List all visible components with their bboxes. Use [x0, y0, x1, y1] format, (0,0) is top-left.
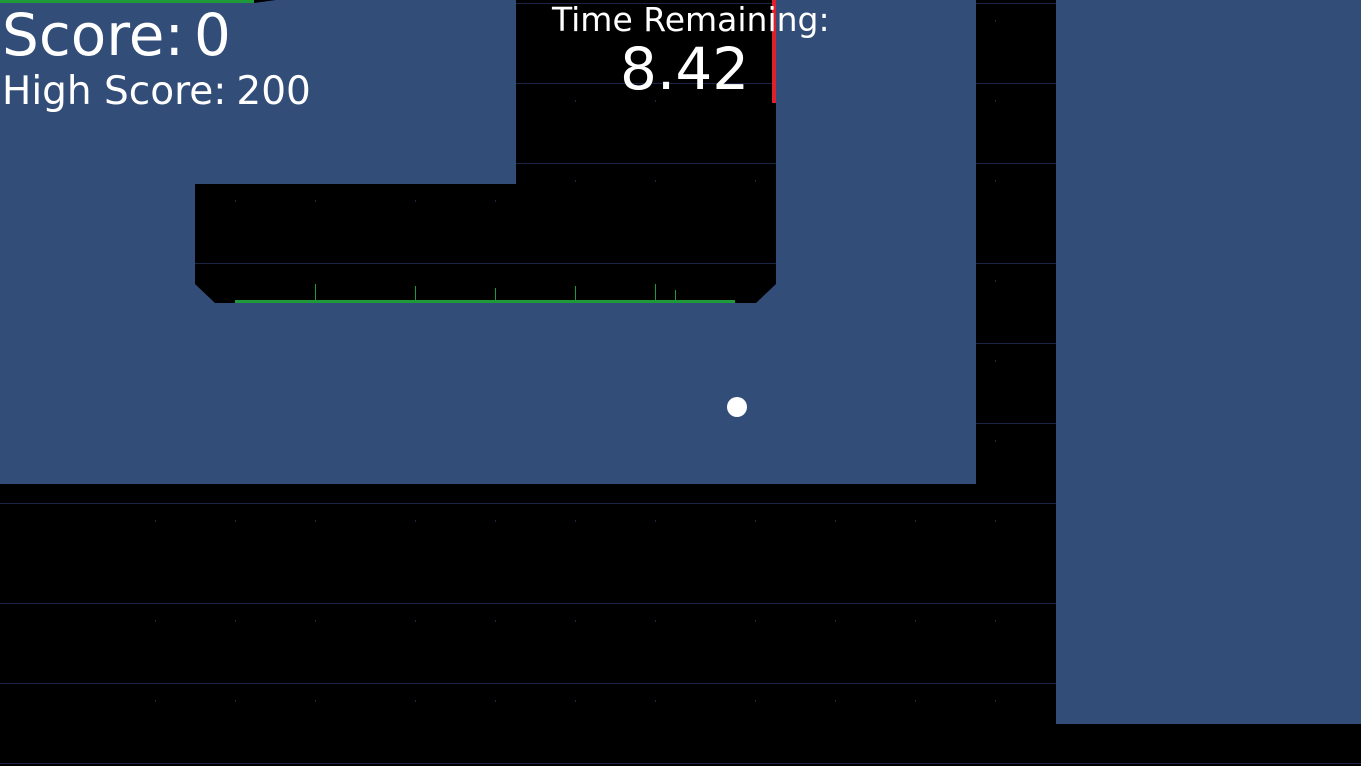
score-value: 0 [194, 1, 231, 69]
time-remaining-value: 8.42 [620, 35, 750, 103]
high-score-value: 200 [236, 69, 311, 114]
score-display: Score: 0 [2, 6, 231, 64]
upper-left-grass [0, 0, 254, 3]
background-grid-dots [155, 20, 996, 702]
high-score-display: High Score: 200 [2, 72, 311, 111]
player-ball [727, 397, 747, 417]
time-marker-bar [772, 0, 776, 103]
grass-strip [235, 284, 735, 303]
time-remaining-label: Time Remaining: [552, 0, 830, 39]
wall-main [0, 0, 976, 484]
high-score-label: High Score: [2, 69, 227, 114]
score-label: Score: [2, 1, 184, 69]
wall-right [1056, 0, 1361, 724]
